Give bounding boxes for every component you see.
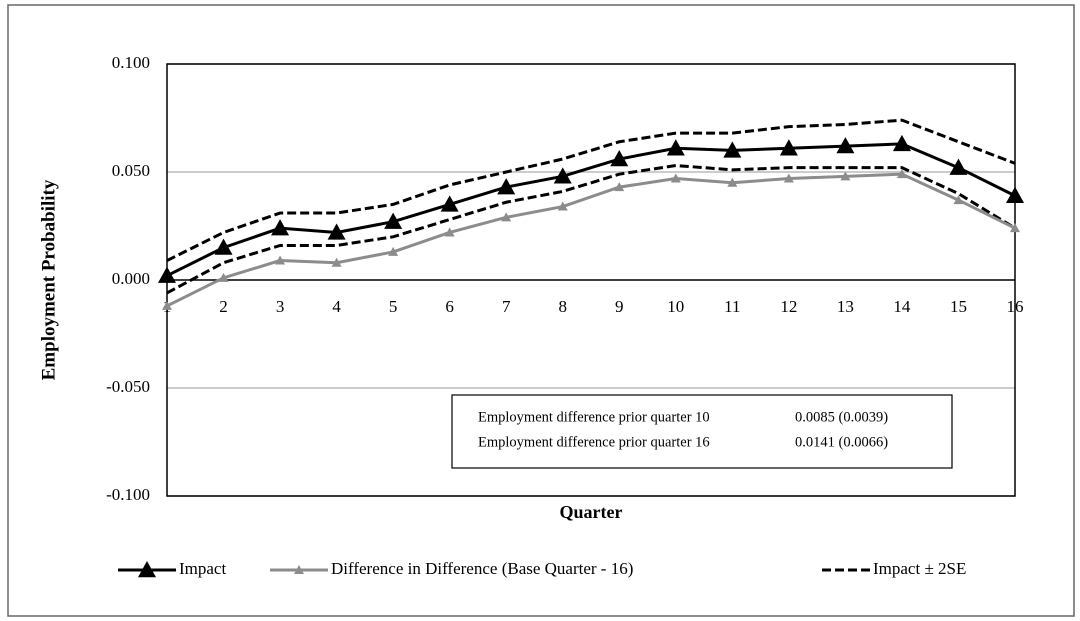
annotation-box [451, 394, 953, 469]
marker [892, 134, 911, 152]
marker [896, 169, 907, 179]
marker [440, 195, 459, 212]
marker [327, 223, 346, 240]
marker [214, 238, 233, 255]
x-tick-label: 6 [445, 297, 454, 316]
annotation-label: Employment difference prior quarter 10 [478, 409, 710, 425]
x-tick-label: 5 [389, 297, 398, 316]
x-tick-label: 4 [332, 297, 341, 316]
y-tick-label: 0.050 [112, 161, 150, 180]
x-tick-label: 2 [219, 297, 228, 316]
x-tick-label: 11 [724, 297, 740, 316]
x-tick-label: 15 [950, 297, 967, 316]
marker [836, 137, 855, 154]
series-line [166, 142, 1016, 278]
marker [1006, 186, 1024, 203]
x-tick-label: 14 [893, 297, 911, 316]
marker [501, 212, 512, 222]
band-line [166, 164, 1016, 295]
y-tick-label: -0.100 [106, 485, 150, 504]
marker [953, 195, 964, 205]
marker [949, 158, 968, 175]
x-tick-label: 9 [615, 297, 624, 316]
x-tick-label: 12 [780, 297, 797, 316]
legend-marker [294, 565, 304, 574]
annotation-value: 0.0141 (0.0066) [795, 434, 888, 450]
legend-label: Difference in Difference (Base Quarter -… [331, 559, 633, 578]
marker [666, 139, 685, 156]
y-tick-label: 0.000 [112, 269, 150, 288]
chart-frame [7, 4, 1075, 617]
marker [727, 177, 738, 187]
x-tick-label: 8 [558, 297, 567, 316]
marker [271, 219, 290, 236]
legend-marker [138, 561, 156, 578]
marker [723, 141, 742, 158]
marker [158, 266, 176, 283]
x-tick-label: 10 [667, 297, 684, 316]
marker [162, 300, 172, 310]
marker [610, 150, 629, 167]
y-tick-label: -0.050 [106, 377, 150, 396]
marker [497, 178, 516, 195]
marker [614, 182, 625, 192]
y-tick-label: 0.100 [112, 53, 150, 72]
marker [444, 227, 455, 237]
x-tick-label: 16 [1007, 297, 1024, 316]
x-axis-title: Quarter [560, 502, 623, 522]
x-tick-label: 13 [837, 297, 854, 316]
marker [1010, 223, 1020, 233]
annotation-label: Employment difference prior quarter 16 [478, 434, 710, 450]
annotation-value: 0.0085 (0.0039) [795, 409, 888, 425]
marker [783, 173, 794, 183]
legend-label: Impact [179, 559, 226, 578]
marker [553, 167, 572, 184]
series-line [166, 172, 1016, 308]
y-axis-title: Employment Probability [38, 179, 59, 380]
marker [384, 212, 403, 229]
marker [670, 173, 681, 183]
marker [218, 272, 229, 282]
marker [275, 255, 286, 265]
marker [779, 139, 798, 156]
x-tick-label: 7 [502, 297, 511, 316]
legend-label: Impact ± 2SE [873, 559, 966, 578]
marker [388, 246, 399, 256]
band-line [166, 118, 1016, 262]
x-tick-label: 3 [276, 297, 285, 316]
marker [840, 171, 851, 181]
marker [557, 201, 568, 211]
marker [331, 257, 342, 267]
